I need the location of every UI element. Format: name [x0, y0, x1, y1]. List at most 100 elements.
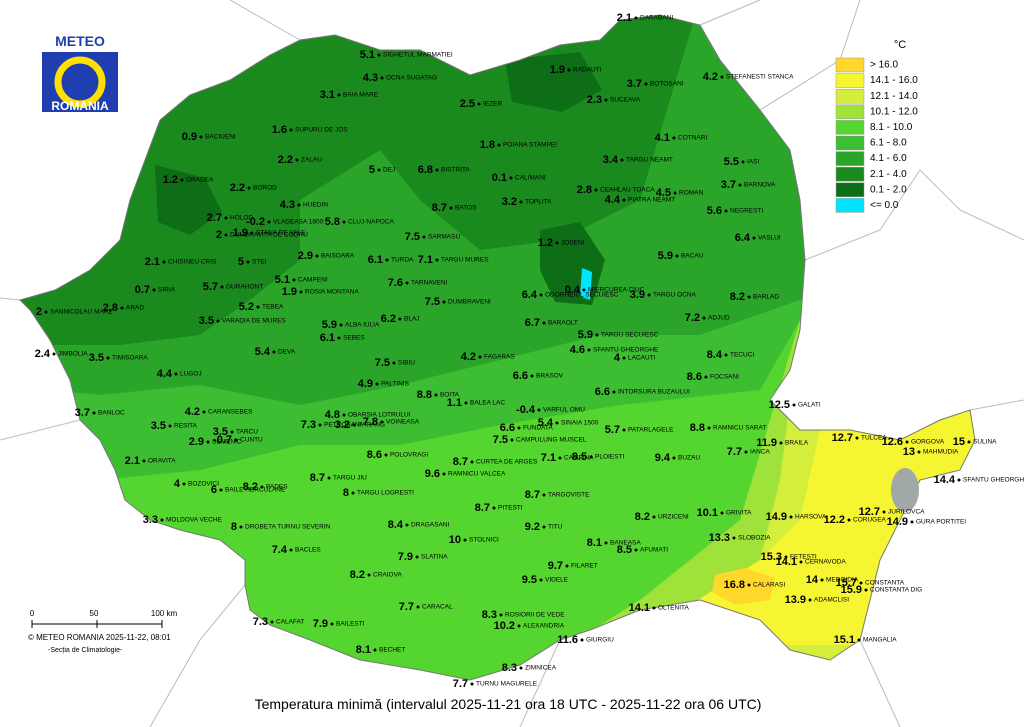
station: 5.7 PATARLAGELE — [605, 424, 674, 436]
station-value: 6.8 — [418, 164, 433, 176]
station-name: CALARASI — [753, 582, 785, 589]
station: 15.1 MANGALIA — [834, 634, 898, 646]
station: 8.6 POLOVRAGI — [367, 449, 429, 461]
station: 8.2 BARLAD — [730, 291, 780, 303]
station-value: 8.7 — [432, 202, 447, 214]
station-dot — [565, 564, 569, 568]
station-name: DEJ — [383, 167, 395, 174]
station-value: 2.1 — [145, 256, 160, 268]
legend-label: 12.1 - 14.0 — [870, 91, 918, 102]
station-dot — [398, 317, 402, 321]
station: 8.2 URZICENI — [635, 511, 689, 523]
station-dot — [542, 321, 546, 325]
station-name: VARFUL OMU — [543, 407, 585, 414]
station-dot — [434, 393, 438, 397]
station: 7.2 ADJUD — [685, 312, 730, 324]
station-value: 10.1 — [697, 507, 718, 519]
station-value: 8.7 — [525, 489, 540, 501]
station-dot — [784, 555, 788, 559]
station: 3.4 TARGU NEAMT — [603, 154, 673, 166]
station-dot — [299, 290, 303, 294]
station-value: 5.1 — [360, 49, 375, 61]
scale-label: 100 km — [151, 609, 178, 618]
station-value: 5.9 — [578, 329, 593, 341]
station: 2.8 ARAD — [103, 302, 145, 314]
station-value: 2.5 — [460, 98, 475, 110]
station-name: JURILOVCA — [888, 509, 925, 516]
station-dot — [422, 235, 426, 239]
station: 7.3 CALAFAT — [253, 616, 305, 628]
station-dot — [318, 423, 322, 427]
station-name: TURNU MAGURELE — [476, 681, 538, 688]
station-name: MEDGIDIA — [826, 577, 859, 584]
station: 8.7 BATOS — [432, 202, 477, 214]
station-value: 7.2 — [685, 312, 700, 324]
station: 3.7 BARNOVA — [721, 179, 776, 191]
station: 8.8 BOITA — [417, 389, 460, 401]
station: 10 STOLNICI — [449, 534, 499, 546]
station-dot — [449, 206, 453, 210]
station-value: 0.9 — [182, 131, 197, 143]
station-dot — [555, 241, 559, 245]
station-value: -0.7 — [213, 434, 232, 446]
station-value: 4.6 — [570, 344, 585, 356]
station-dot — [160, 518, 164, 522]
station-name: CAMPULUNG MUSCEL — [516, 437, 587, 444]
station-name: TEBEA — [262, 304, 284, 311]
station-dot — [377, 168, 381, 172]
station-name: ROMAN — [679, 190, 704, 197]
legend-label: 0.1 - 2.0 — [870, 184, 907, 195]
station: 8.5 PLOIESTI — [572, 451, 625, 463]
station: 1.2 JOSENI — [538, 237, 585, 249]
station-dot — [295, 158, 299, 162]
station-name: FOCSANI — [710, 374, 739, 381]
station-value: 10 — [449, 534, 461, 546]
station: -0.4 VARFUL OMU — [516, 404, 585, 416]
station-value: 4.9 — [358, 378, 373, 390]
station: 4.9 PALTINIS — [358, 378, 410, 390]
station-value: 5.8 — [325, 216, 340, 228]
station-dot — [216, 319, 220, 323]
station-name: BANEASA — [610, 540, 641, 547]
station: 5.4 SINAIA 1500 — [538, 417, 599, 429]
station: 3.2 PARANG — [335, 419, 385, 431]
station-value: 0.4 — [565, 284, 581, 296]
station: 5.2 TEBEA — [239, 301, 284, 313]
station-name: MOLDOVA VECHE — [166, 517, 223, 524]
station: -0.7 CUNTU — [213, 434, 263, 446]
station-value: 2.9 — [189, 436, 204, 448]
station-value: 9.4 — [655, 452, 671, 464]
station: 13 MAHMUDIA — [903, 446, 959, 458]
country-outline — [19, 14, 976, 681]
station: 6.2 BLAJ — [381, 313, 420, 325]
station-dot — [724, 353, 728, 357]
station-value: 14.1 — [776, 556, 797, 568]
station: 7.1 TARGU MURES — [418, 254, 490, 266]
station-value: 8.5 — [572, 451, 587, 463]
station-dot — [539, 578, 543, 582]
station-name: SIRIA — [158, 287, 176, 294]
station: 4.3 OCNA SUGATAG — [363, 72, 437, 84]
station: 9.6 RAMNICU VALCEA — [425, 468, 506, 480]
station: 6.6 INTORSURA BUZAULUI — [595, 386, 690, 398]
station-dot — [587, 348, 591, 352]
station-value: 2.2 — [230, 182, 245, 194]
station-dot — [542, 493, 546, 497]
station-value: 14 — [806, 574, 819, 586]
station-dot — [530, 374, 534, 378]
station-value: 7.3 — [253, 616, 268, 628]
station-name: CALAFAT — [276, 619, 304, 626]
station-name: TURDA — [391, 257, 414, 264]
station-name: ADJUD — [708, 315, 730, 322]
station-dot — [517, 624, 521, 628]
station-name: BRASOV — [536, 373, 564, 380]
station-name: SFANTU GHEORGHE — [593, 347, 659, 354]
station-name: ODORHEIUL SECUIESC — [545, 292, 619, 299]
station-dot — [789, 515, 793, 519]
station: 4.5 ROMAN — [656, 187, 704, 199]
station-dot — [392, 361, 396, 365]
station-dot — [957, 478, 961, 482]
station: 1.9 STANA DE VALE — [233, 227, 307, 239]
station-name: FETESTI — [790, 554, 817, 561]
